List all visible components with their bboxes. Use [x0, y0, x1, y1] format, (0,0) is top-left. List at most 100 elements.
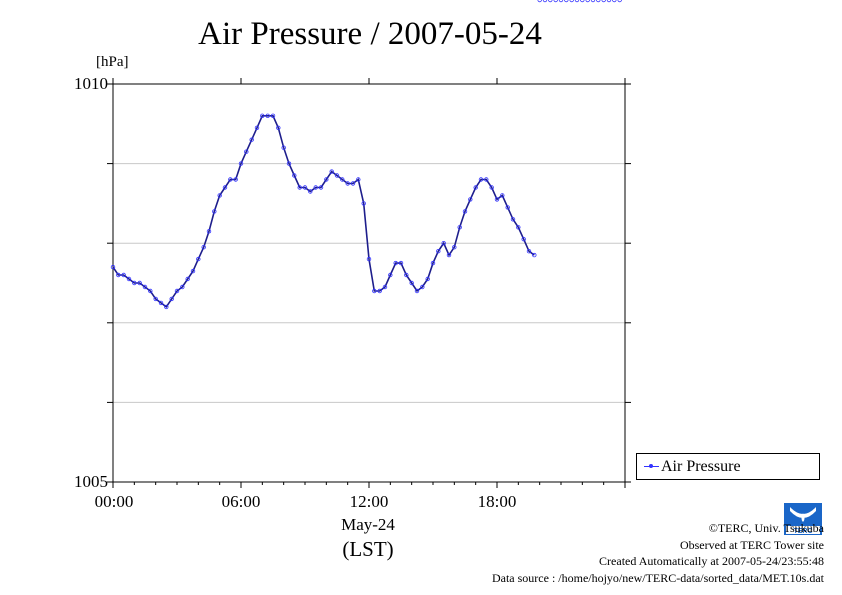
- data-point: [494, 197, 500, 202]
- data-point: [132, 280, 137, 286]
- data-point: [158, 300, 164, 306]
- data-point: [537, 0, 542, 3]
- x-tick-label-1200: 12:00: [349, 492, 389, 511]
- data-point: [409, 280, 414, 286]
- data-point: [606, 0, 612, 3]
- data-point: [452, 244, 457, 250]
- legend-label: Air Pressure: [661, 458, 741, 475]
- data-point: [286, 161, 292, 166]
- data-point: [446, 252, 452, 258]
- data-point: [116, 272, 121, 278]
- plot-frame: [112, 83, 626, 483]
- x-tick-label-1800: 18:00: [477, 492, 517, 511]
- data-point: [260, 113, 265, 118]
- data-point: [185, 276, 190, 282]
- data-point: [308, 189, 313, 194]
- data-point: [414, 288, 420, 294]
- data-point: [110, 264, 116, 270]
- data-point: [356, 177, 361, 182]
- data-point: [510, 217, 516, 222]
- data-point: [473, 185, 478, 190]
- data-point: [126, 276, 132, 282]
- data-point: [478, 177, 484, 182]
- axis-ticks: [107, 78, 631, 488]
- data-point: [180, 284, 185, 290]
- credits: ©TERC, Univ. Tsukuba Observed at TERC To…: [492, 520, 824, 586]
- data-point: [580, 0, 585, 3]
- data-point: [345, 181, 350, 186]
- data-point: [420, 284, 425, 290]
- data-point: [222, 185, 228, 190]
- data-point: [436, 248, 441, 254]
- data-point: [441, 240, 446, 246]
- svg-text:TERC: TERC: [793, 528, 812, 535]
- data-point: [249, 137, 254, 142]
- data-point: [324, 177, 329, 182]
- terc-logo-icon: TERC: [784, 503, 822, 535]
- data-point: [590, 0, 596, 3]
- credit-source: Data source : /home/hojyo/new/TERC-data/…: [491, 570, 824, 585]
- x-tick-label-0600: 06:00: [221, 492, 261, 511]
- data-point: [313, 185, 318, 190]
- data-point: [318, 185, 324, 190]
- data-point: [558, 0, 564, 3]
- data-point: [601, 0, 606, 3]
- data-point: [196, 256, 201, 262]
- data-point: [393, 260, 398, 266]
- data-point: [254, 125, 260, 130]
- legend: Air Pressure: [636, 453, 820, 480]
- data-point: [137, 280, 142, 286]
- data-point: [548, 0, 553, 3]
- data-point: [334, 173, 340, 178]
- data-point: [532, 252, 537, 258]
- data-point: [398, 260, 404, 266]
- data-point: [361, 201, 366, 206]
- data-point: [148, 288, 153, 294]
- x-axis-label: (LST): [342, 537, 394, 561]
- data-point: [153, 296, 158, 302]
- data-point: [265, 113, 270, 118]
- data-point: [281, 145, 286, 150]
- data-point: [505, 205, 510, 210]
- data-point: [585, 0, 590, 3]
- series-air-pressure: [110, 0, 622, 310]
- data-point: [201, 244, 206, 250]
- data-point: [574, 0, 580, 3]
- data-point: [244, 149, 249, 154]
- data-point: [217, 193, 222, 198]
- data-point: [569, 0, 574, 3]
- data-point: [484, 177, 489, 182]
- data-point: [164, 304, 169, 310]
- x-date-label: May-24: [341, 515, 395, 534]
- data-point: [340, 177, 345, 182]
- data-point: [212, 209, 217, 214]
- data-point: [382, 284, 388, 290]
- data-point: [564, 0, 569, 3]
- data-point: [553, 0, 558, 3]
- data-point: [329, 169, 334, 174]
- data-point: [596, 0, 601, 3]
- data-point: [297, 185, 302, 190]
- data-point: [270, 113, 276, 118]
- credit-copyright: ©TERC, Univ. Tsukuba: [708, 521, 824, 535]
- credit-created: Created Automatically at 2007-05-24/23:5…: [599, 554, 824, 568]
- data-point: [468, 197, 473, 202]
- data-point: [169, 296, 174, 302]
- data-point: [377, 288, 382, 294]
- data-point: [500, 193, 505, 198]
- data-point: [302, 185, 308, 190]
- chart-title: Air Pressure / 2007-05-24: [198, 16, 542, 52]
- data-point: [521, 236, 526, 242]
- data-point: [206, 229, 212, 234]
- data-point: [142, 284, 148, 290]
- data-point: [174, 288, 180, 294]
- data-point: [350, 181, 356, 186]
- data-point: [404, 272, 409, 278]
- legend-swatch: [644, 464, 659, 468]
- data-point: [233, 177, 238, 182]
- data-point: [542, 0, 548, 3]
- data-point: [425, 276, 430, 282]
- data-point: [489, 185, 494, 190]
- data-point: [190, 268, 196, 274]
